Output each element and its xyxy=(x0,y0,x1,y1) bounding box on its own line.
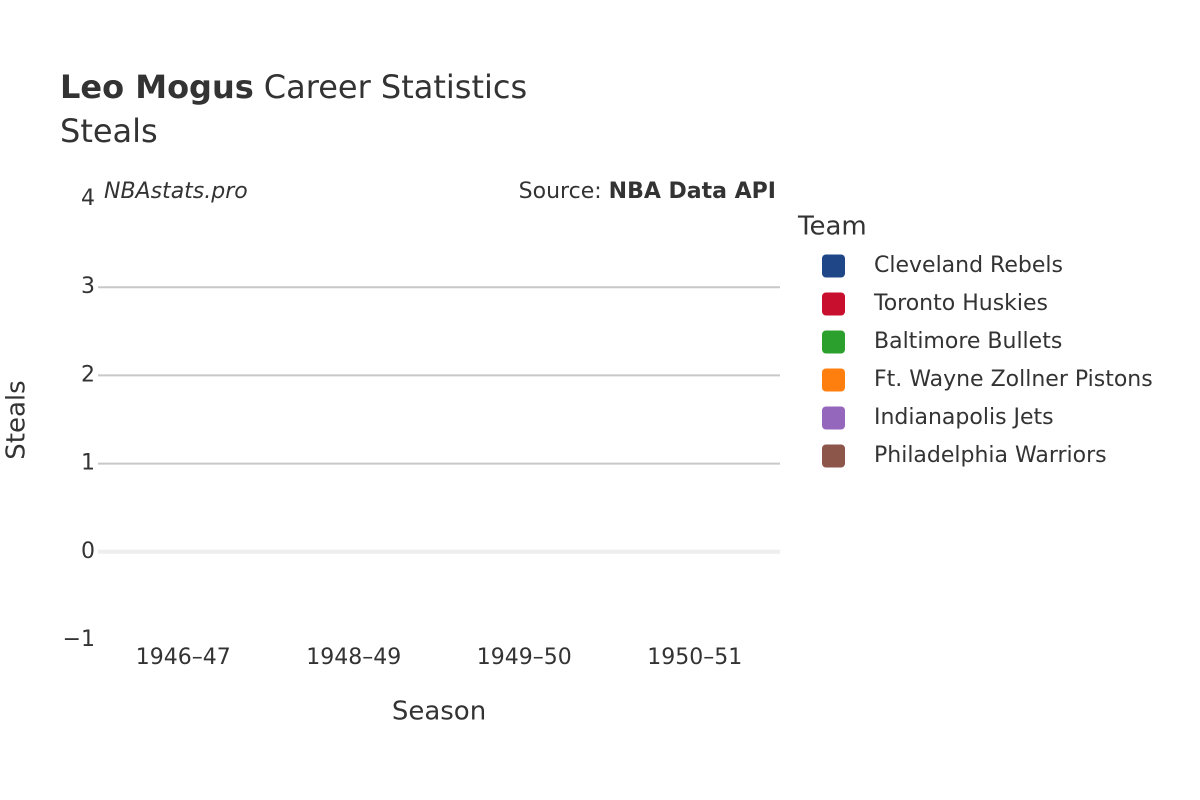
x-tick-label: 1949–50 xyxy=(477,645,572,670)
title-text: Career Statistics xyxy=(264,68,527,106)
x-tick-label: 1946–47 xyxy=(136,645,231,670)
legend-swatch xyxy=(822,444,845,468)
legend-swatch xyxy=(822,254,845,278)
legend-label: Indianapolis Jets xyxy=(874,405,1054,430)
legend-swatch xyxy=(822,368,845,392)
legend-title: Team xyxy=(797,212,867,242)
y-tick-label: 2 xyxy=(81,362,95,387)
x-axis-title: Season xyxy=(392,697,486,727)
source-label: Source: xyxy=(519,179,602,204)
y-tick-label: 3 xyxy=(81,274,95,299)
chart-subtitle: Steals xyxy=(60,112,158,150)
legend-label: Cleveland Rebels xyxy=(874,253,1063,278)
source: Source: NBA Data API xyxy=(519,179,776,204)
legend-label: Ft. Wayne Zollner Pistons xyxy=(874,367,1153,392)
y-tick-label: −1 xyxy=(63,627,95,652)
y-tick-label: 0 xyxy=(81,539,95,564)
y-axis-title: Steals xyxy=(2,380,32,459)
y-tick-label: 1 xyxy=(81,451,95,476)
legend-swatch xyxy=(822,406,845,430)
x-tick-label: 1950–51 xyxy=(647,645,742,670)
watermark: NBAstats.pro xyxy=(104,179,248,204)
legend-swatch xyxy=(822,330,845,354)
chart-title: Leo Mogus Career Statistics xyxy=(60,68,527,106)
x-tick-label: 1948–49 xyxy=(306,645,401,670)
legend-label: Baltimore Bullets xyxy=(874,329,1062,354)
y-tick-label: 4 xyxy=(81,186,95,211)
legend-swatch xyxy=(822,292,845,316)
legend-label: Toronto Huskies xyxy=(873,291,1048,316)
title-bold: Leo Mogus xyxy=(60,68,254,106)
source-name: NBA Data API xyxy=(609,179,776,204)
legend-label: Philadelphia Warriors xyxy=(874,443,1107,468)
